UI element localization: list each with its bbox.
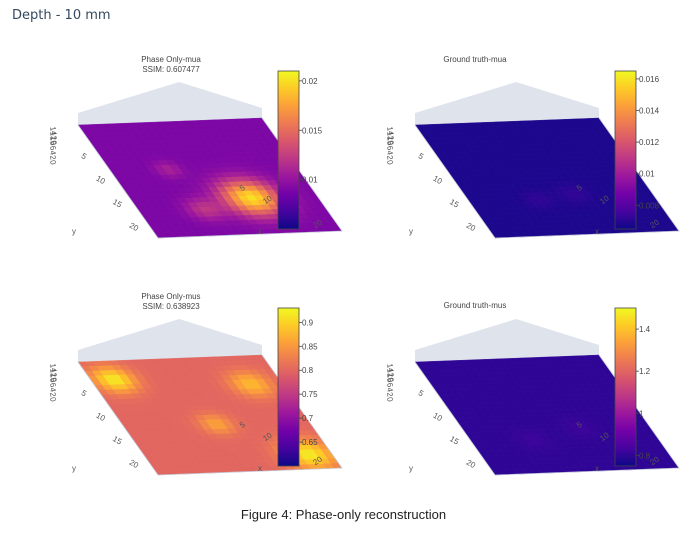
- z-tick-label: 8: [385, 140, 395, 146]
- z-tick-label: 2: [48, 392, 58, 398]
- colorbar-tick-label: 1.2: [639, 367, 651, 376]
- colorbar-tick-label: 0.8: [302, 366, 314, 375]
- x-tick-label: 5: [575, 183, 584, 193]
- y-tick-label: 15: [111, 197, 124, 210]
- panel-subtitle: SSIM: 0.638923: [142, 302, 200, 311]
- colorbar-tick-label: 0.8: [639, 451, 651, 460]
- y-tick-label: 5: [80, 388, 89, 398]
- colorbar-tick-label: 0.014: [639, 107, 660, 116]
- z-tick-label: 14: [48, 126, 59, 137]
- x-tick-label: 5: [238, 420, 247, 430]
- colorbar-tick-label: 0.015: [302, 126, 323, 135]
- z-tick-label: 0: [385, 396, 395, 402]
- colorbar-tick-label: 0.75: [302, 390, 318, 399]
- y-axis-label: y: [409, 464, 413, 473]
- floor-edge: [414, 354, 680, 476]
- colorbar: [277, 70, 300, 230]
- floor-edge: [414, 117, 680, 239]
- x-axis-label: x: [595, 464, 599, 473]
- z-tick-label: 2: [385, 392, 395, 398]
- z-tick-label: 4: [48, 150, 58, 156]
- z-tick-label: 8: [385, 377, 395, 383]
- y-tick-label: 15: [448, 197, 461, 210]
- panel-title: Ground truth-mus: [444, 301, 507, 310]
- z-tick-label: 10: [48, 135, 59, 146]
- colorbar-tick-label: 0.01: [639, 170, 655, 179]
- panel-4: Ground truth-mus141210864205101520y20151…: [385, 301, 680, 476]
- panel-title: Phase Only-mua: [141, 55, 201, 64]
- y-tick-label: 20: [465, 221, 478, 234]
- y-tick-label: 10: [431, 174, 444, 187]
- x-axis-label: x: [258, 227, 262, 236]
- y-tick-label: 5: [417, 388, 426, 398]
- y-axis-label: y: [72, 227, 76, 236]
- z-tick-label: 14: [48, 363, 59, 374]
- colorbar-tick-label: 0.9: [302, 318, 314, 327]
- y-tick-label: 15: [111, 434, 124, 447]
- x-axis-label: x: [258, 464, 262, 473]
- z-tick-label: 12: [48, 131, 59, 142]
- colorbar-tick-label: 0.016: [639, 75, 660, 84]
- z-tick-label: 6: [48, 145, 58, 151]
- colorbar-tick-label: 0.65: [302, 438, 318, 447]
- colorbar: [614, 70, 637, 230]
- z-tick-label: 12: [385, 368, 396, 379]
- z-tick-label: 14: [385, 126, 396, 137]
- page-title: Depth - 10 mm: [12, 8, 111, 23]
- colorbar-tick-label: 0.02: [302, 77, 318, 86]
- colorbar-tick-label: 1.4: [639, 325, 651, 334]
- y-tick-label: 20: [465, 458, 478, 471]
- z-tick-label: 10: [385, 135, 396, 146]
- z-tick-label: 10: [385, 372, 396, 383]
- z-tick-label: 6: [48, 382, 58, 388]
- z-tick-label: 4: [385, 150, 395, 156]
- z-tick-label: 8: [48, 377, 58, 383]
- y-tick-label: 10: [94, 411, 107, 424]
- y-tick-label: 5: [417, 151, 426, 161]
- z-tick-label: 2: [385, 155, 395, 161]
- y-tick-label: 15: [448, 434, 461, 447]
- colorbar: [614, 307, 637, 467]
- x-tick-label: 5: [575, 420, 584, 430]
- x-axis-label: x: [595, 227, 599, 236]
- z-tick-label: 12: [48, 368, 59, 379]
- y-tick-label: 10: [94, 174, 107, 187]
- z-tick-label: 0: [48, 159, 58, 165]
- y-axis-label: y: [409, 227, 413, 236]
- z-tick-label: 8: [48, 140, 58, 146]
- z-tick-label: 6: [385, 382, 395, 388]
- y-tick-label: 5: [80, 151, 89, 161]
- floor-edge: [77, 354, 343, 476]
- panel-2: Ground truth-mua141210864205101520y20151…: [385, 55, 680, 239]
- y-axis-label: y: [72, 464, 76, 473]
- panel-subtitle: SSIM: 0.607477: [142, 65, 200, 74]
- colorbar-tick-label: 0.01: [302, 176, 318, 185]
- y-tick-label: 20: [128, 458, 141, 471]
- z-tick-label: 4: [48, 387, 58, 393]
- colorbar-tick-label: 0.85: [302, 342, 318, 351]
- z-tick-label: 0: [48, 396, 58, 402]
- panel-title: Ground truth-mua: [443, 55, 507, 64]
- colorbar-tick-label: 0.7: [302, 414, 314, 423]
- panel-title: Phase Only-mus: [141, 292, 200, 301]
- z-tick-label: 4: [385, 387, 395, 393]
- x-tick-label: 5: [238, 183, 247, 193]
- z-tick-label: 10: [48, 372, 59, 383]
- z-tick-label: 0: [385, 159, 395, 165]
- z-tick-label: 6: [385, 145, 395, 151]
- z-tick-label: 12: [385, 131, 396, 142]
- colorbar-tick-label: 0.008: [639, 201, 660, 210]
- figure-caption: Figure 4: Phase-only reconstruction: [240, 507, 447, 522]
- y-tick-label: 10: [431, 411, 444, 424]
- z-tick-label: 2: [48, 155, 58, 161]
- colorbar: [277, 307, 300, 467]
- floor-edge: [77, 117, 343, 239]
- y-tick-label: 20: [128, 221, 141, 234]
- z-tick-label: 14: [385, 363, 396, 374]
- colorbar-tick-label: 1: [639, 409, 644, 418]
- colorbar-tick-label: 0.012: [639, 138, 660, 147]
